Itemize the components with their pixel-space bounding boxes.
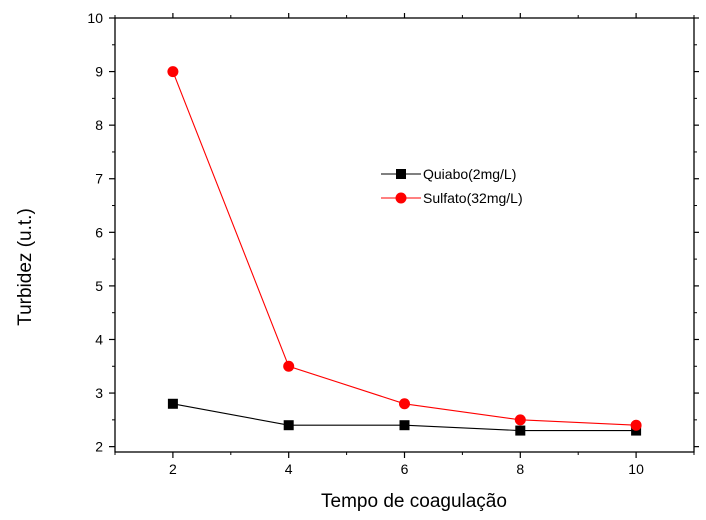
data-point: [514, 414, 526, 426]
legend-label: Quiabo(2mg/L): [423, 166, 516, 182]
y-tick-label: 10: [87, 10, 103, 26]
y-tick-label: 2: [95, 439, 103, 455]
legend-label: Sulfato(32mg/L): [423, 190, 523, 206]
x-axis: 2 4 6 8 10: [114, 13, 695, 477]
y-tick-label: 6: [95, 224, 103, 240]
x-tick-label: 10: [628, 461, 644, 477]
data-point: [283, 420, 294, 431]
y-tick-label: 8: [95, 117, 103, 133]
legend-item: Sulfato(32mg/L): [381, 190, 523, 206]
x-tick-label: 6: [401, 461, 409, 477]
data-point: [167, 398, 178, 409]
y-axis: 2 3 4 5 6 7 8 9 10: [87, 10, 699, 455]
y-tick-label: 7: [95, 171, 103, 187]
data-point: [399, 398, 410, 410]
x-tick-label: 2: [169, 461, 177, 477]
series-layer: [167, 66, 642, 436]
data-point: [399, 420, 410, 431]
data-point: [515, 425, 526, 436]
y-tick-label: 3: [95, 385, 103, 401]
series-line: [172, 71, 637, 426]
x-tick-label: 4: [285, 461, 293, 477]
x-axis-title: Tempo de coagulação: [321, 491, 507, 512]
y-tick-label: 5: [95, 278, 103, 294]
y-tick-label: 9: [95, 64, 103, 80]
data-point: [630, 419, 642, 431]
x-tick-label: 8: [516, 461, 524, 477]
y-tick-label: 4: [95, 331, 103, 347]
plot-frame: [114, 17, 695, 453]
legend-item: Quiabo(2mg/L): [381, 166, 516, 182]
legend-marker: [395, 192, 407, 204]
legend: Quiabo(2mg/L) Sulfato(32mg/L): [381, 166, 523, 206]
series-2: [167, 66, 642, 431]
y-axis-title: Turbidez (u.t.): [15, 208, 36, 326]
data-point: [283, 360, 295, 372]
data-point: [167, 66, 179, 78]
plot-border: [114, 17, 695, 453]
legend-marker: [396, 169, 406, 179]
